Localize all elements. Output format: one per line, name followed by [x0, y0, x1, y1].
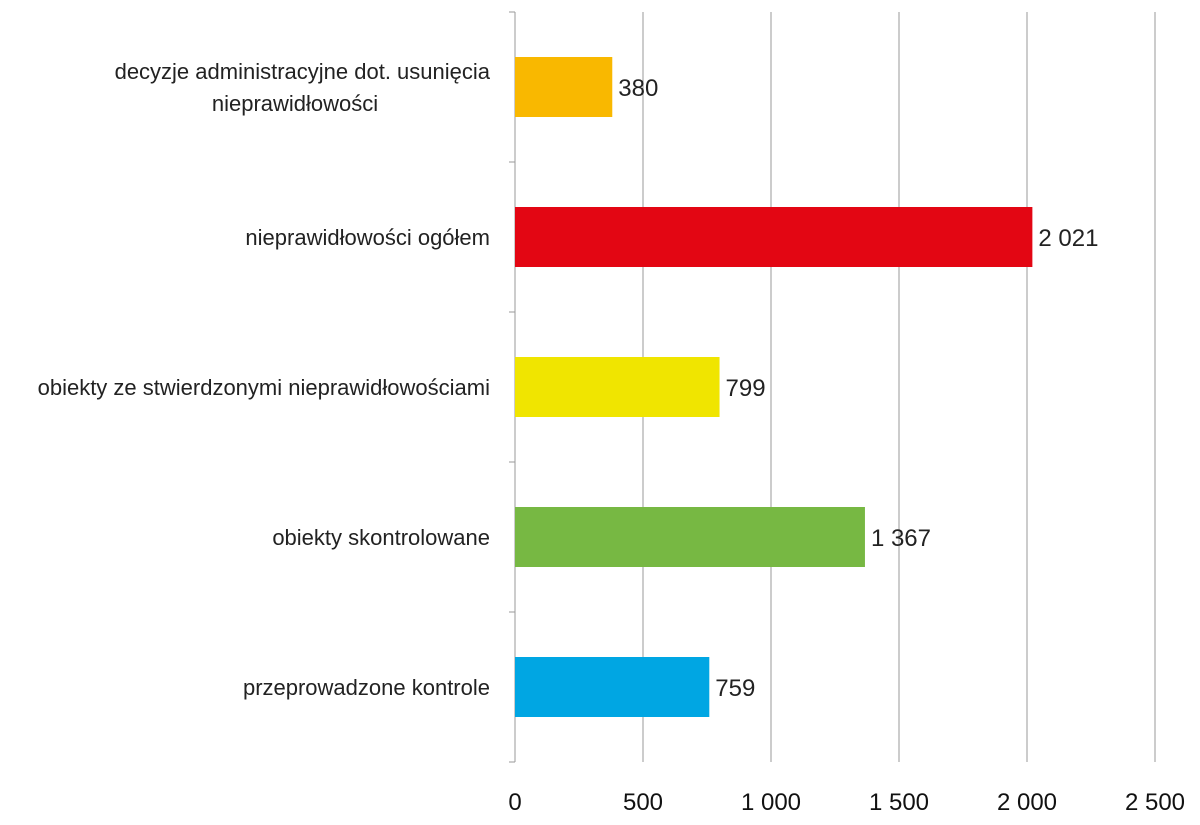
category-label: obiekty skontrolowane — [272, 525, 490, 550]
data-label: 1 367 — [871, 525, 931, 552]
bar — [515, 357, 720, 417]
data-label: 799 — [726, 375, 766, 402]
category-label: nieprawidłowości — [212, 91, 378, 116]
x-tick-label: 1 000 — [741, 789, 801, 816]
bar — [515, 57, 613, 117]
bar — [515, 207, 1033, 267]
bar — [515, 657, 710, 717]
category-label: przeprowadzone kontrole — [243, 675, 490, 700]
gridlines — [642, 12, 1156, 762]
x-tick-label: 500 — [623, 789, 663, 816]
x-tick-label: 2 500 — [1125, 789, 1185, 816]
category-label: obiekty ze stwierdzonymi nieprawidłowośc… — [38, 375, 490, 400]
category-label: decyzje administracyjne dot. usunięcia — [115, 59, 491, 84]
x-tick-label: 2 000 — [997, 789, 1057, 816]
category-label: nieprawidłowości ogółem — [245, 225, 490, 250]
category-axis — [509, 11, 516, 763]
bars — [515, 57, 1033, 717]
data-label: 759 — [715, 675, 755, 702]
x-tick-label: 0 — [508, 789, 521, 816]
labels: 380 decyzje administracyjne dot. usunięci… — [38, 59, 1185, 816]
data-label: 380 — [618, 75, 658, 102]
bar — [515, 507, 865, 567]
data-label: 2 021 — [1038, 225, 1098, 252]
x-tick-label: 1 500 — [869, 789, 929, 816]
